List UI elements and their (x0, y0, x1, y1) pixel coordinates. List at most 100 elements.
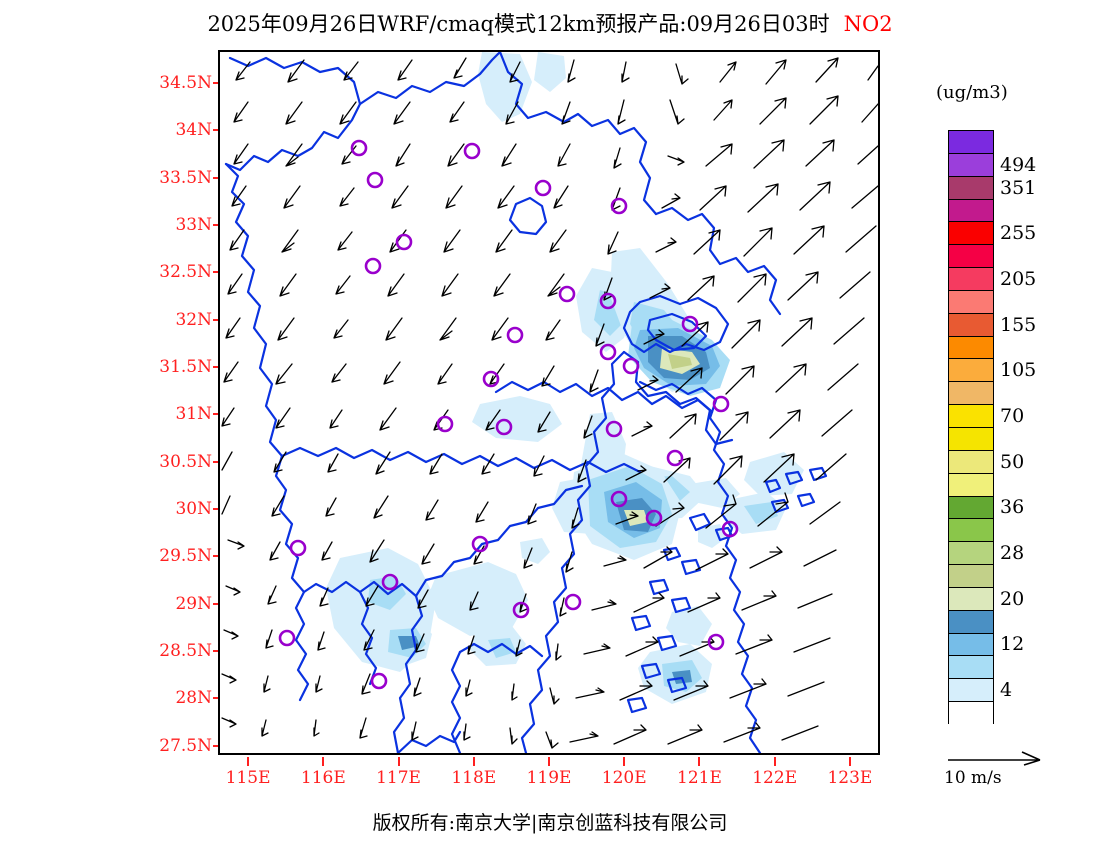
x-axis-tick-mark (247, 757, 250, 766)
y-axis-tick: 28.5N (159, 640, 212, 661)
y-axis-tick: 32.5N (159, 262, 212, 283)
y-axis-tick: 31N (175, 404, 212, 425)
colorbar-tick-label: 12 (1000, 633, 1025, 656)
colorbar-tick-labels: 494 351 255 205 155 105 70 50 36 28 20 12 4 (1000, 130, 1096, 724)
y-axis-tick-mark (213, 413, 222, 416)
colorbar-tick-label: 351 (1000, 176, 1037, 199)
colorbar-band (949, 313, 993, 337)
colorbar-tick-label: 494 (1000, 153, 1037, 176)
y-axis-tick: 32N (175, 309, 212, 330)
colorbar-tick-label: 36 (1000, 496, 1025, 519)
colorbar-tick-label: 205 (1000, 267, 1037, 290)
colorbar-band (949, 565, 993, 588)
colorbar-tick-label: 20 (1000, 587, 1025, 610)
y-axis-labels: 34.5N 34N 33.5N 33N 32.5N 32N 31.5N 31N 30.5N 30N… (140, 50, 222, 756)
y-axis-tick: 29N (175, 593, 212, 614)
x-axis-tick: 120E (601, 768, 647, 788)
colorbar-tick-label: 28 (1000, 542, 1025, 565)
x-axis-tick-mark (397, 757, 400, 766)
colorbar-band (949, 542, 993, 566)
colorbar-band (949, 610, 993, 634)
colorbar-band (949, 496, 993, 520)
x-axis-tick: 123E (827, 768, 873, 788)
footer-copyright: 版权所有:南京大学|南京创蓝科技有限公司 (372, 812, 728, 834)
y-axis-tick-mark (213, 82, 222, 85)
x-axis-tick-mark (773, 757, 776, 766)
colorbar-unit-label: (ug/m3) (936, 82, 1008, 103)
colorbar-band (949, 519, 993, 543)
y-axis-tick: 27.5N (159, 735, 212, 756)
colorbar-tick-label: 105 (1000, 359, 1037, 382)
colorbar-band (949, 473, 993, 497)
x-axis-tick: 117E (376, 768, 421, 788)
colorbar-tick-label: 255 (1000, 222, 1037, 245)
y-axis-tick: 34N (175, 120, 212, 141)
x-axis-labels: 115E 116E 117E 118E 119E 120E 121E 122E 123E (218, 757, 880, 788)
colorbar-band (949, 245, 993, 269)
y-axis-tick-mark (213, 744, 222, 747)
y-axis-tick-mark (213, 176, 222, 179)
colorbar-band (949, 450, 993, 474)
colorbar[interactable] (948, 130, 994, 725)
colorbar-band (949, 427, 993, 451)
y-axis-tick-mark (213, 697, 222, 700)
page-title: 2025年09月26日WRF/cmaq模式12km预报产品:09月26日03时 N… (0, 8, 1100, 38)
map-canvas[interactable] (220, 52, 878, 753)
map-plot-frame[interactable] (218, 50, 880, 755)
y-axis-tick: 33N (175, 215, 212, 236)
colorbar-band (949, 199, 993, 223)
colorbar-band (949, 656, 993, 680)
x-axis-tick-mark (548, 757, 550, 766)
colorbar-band (949, 222, 993, 246)
x-axis-tick: 122E (752, 768, 798, 788)
x-axis-tick-mark (698, 757, 701, 766)
x-axis-tick: 119E (526, 768, 572, 788)
y-axis-tick: 33.5N (159, 167, 212, 188)
colorbar-band (949, 336, 993, 360)
x-axis-tick: 121E (677, 768, 722, 788)
y-axis-tick-mark (213, 366, 222, 368)
y-axis-tick-mark (213, 318, 222, 321)
colorbar-tick-label: 70 (1000, 405, 1025, 428)
colorbar-tick-label: 155 (1000, 313, 1037, 336)
colorbar-band (949, 131, 993, 154)
colorbar-band (949, 405, 993, 428)
y-axis-tick: 31.5N (159, 357, 212, 377)
colorbar-band (949, 679, 993, 703)
colorbar-tick-label: 4 (1000, 679, 1013, 702)
y-axis-tick-mark (213, 649, 222, 652)
y-axis-tick-mark (213, 460, 222, 463)
colorbar-band (949, 359, 993, 383)
y-axis-tick: 28N (175, 688, 212, 709)
y-axis-tick-mark (213, 271, 222, 274)
species-label: NO2 (843, 12, 893, 36)
y-axis-tick-mark (213, 507, 222, 510)
colorbar-band (949, 290, 993, 314)
x-axis-tick-mark (848, 757, 851, 766)
wind-vectors (221, 57, 878, 749)
colorbar-band (949, 153, 993, 177)
y-axis-tick: 29.5N (159, 546, 212, 567)
colorbar-band (949, 268, 993, 291)
x-axis-tick-mark (623, 757, 626, 766)
colorbar-band (949, 382, 993, 406)
x-axis-tick: 115E (225, 768, 271, 788)
y-axis-tick-mark (213, 224, 222, 227)
y-axis-tick: 30N (175, 498, 212, 519)
y-axis-tick-mark (213, 555, 222, 558)
colorbar-tick-label: 50 (1000, 450, 1025, 473)
wind-arrow-icon (948, 751, 1041, 766)
colorbar-band (949, 702, 993, 725)
colorbar-band (949, 587, 993, 611)
y-axis-tick: 30.5N (159, 451, 212, 472)
province-boundaries (224, 52, 828, 753)
y-axis-tick-mark (213, 129, 222, 132)
x-axis-tick: 116E (300, 768, 346, 788)
city-markers (278, 139, 739, 690)
wind-scale-legend: 10 m/s (944, 748, 1094, 788)
x-axis-tick: 118E (451, 768, 497, 788)
y-axis-tick: 34.5N (159, 73, 212, 94)
title-text: 2025年09月26日WRF/cmaq模式12km预报产品:09月26日03时 (207, 12, 830, 36)
wind-scale-label: 10 m/s (944, 768, 1002, 788)
